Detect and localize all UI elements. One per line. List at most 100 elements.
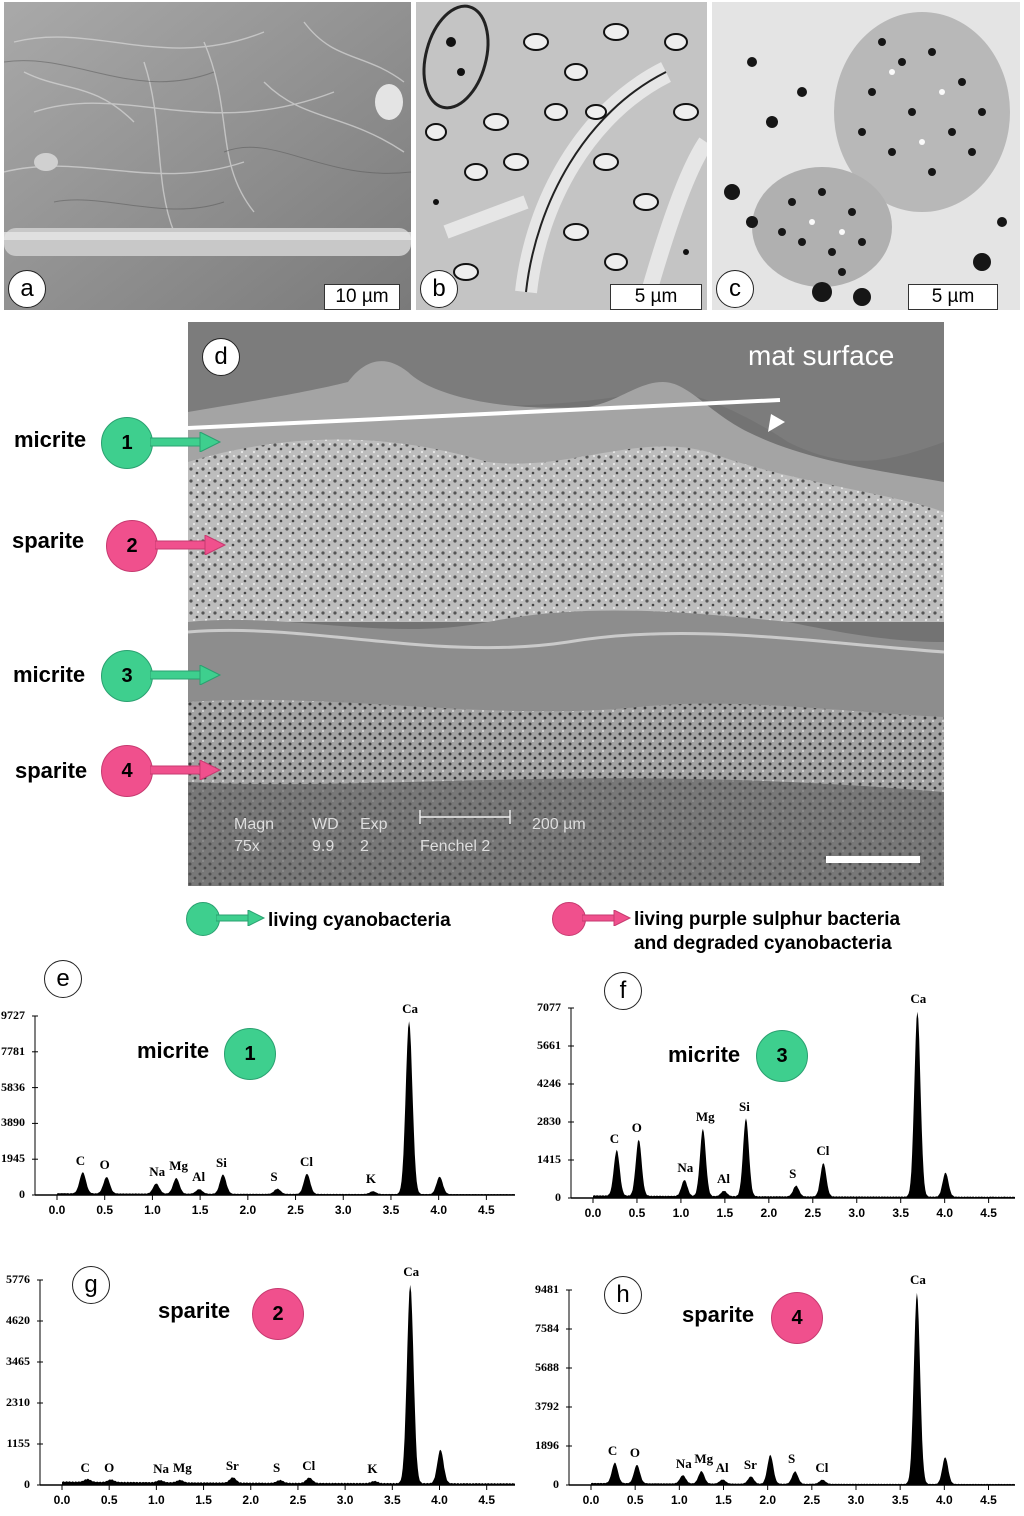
peak-label-c: C xyxy=(609,1130,620,1146)
tem-cell-texture xyxy=(416,2,707,310)
green-arrow-1 xyxy=(150,432,222,452)
x-tick-label: 2.5 xyxy=(287,1203,304,1217)
x-tick-label: 1.0 xyxy=(148,1493,165,1507)
x-tick-label: 2.0 xyxy=(242,1493,260,1507)
peak-label-o: O xyxy=(629,1445,641,1461)
sem-sample-name: Fenchel 2 xyxy=(420,838,491,855)
x-tick-label: 4.5 xyxy=(980,1493,997,1507)
scale-bar-label: 5 µm xyxy=(610,284,702,310)
panel-letter: b xyxy=(420,270,458,308)
y-tick-label: 5776 xyxy=(6,1272,30,1286)
peak-label-mg: Mg xyxy=(694,1451,714,1467)
layer-number-2: 2 xyxy=(106,520,158,572)
sem-cross-section xyxy=(188,322,944,886)
pink-arrow-4 xyxy=(150,760,222,780)
y-tick-label: 1945 xyxy=(1,1151,25,1166)
legend-green-label: living cyanobacteria xyxy=(268,910,451,931)
x-tick-label: 0.5 xyxy=(96,1203,114,1217)
panel-d-image: d mat surface Magn 75x WD 9.9 Exp 2 200 … xyxy=(188,322,944,886)
y-tick-label: 5661 xyxy=(537,1038,561,1052)
peak-label-k: K xyxy=(365,1171,376,1187)
x-tick-label: 0.0 xyxy=(53,1493,71,1507)
panel-letter: a xyxy=(8,270,46,308)
mat-surface-annotation: mat surface xyxy=(748,340,895,371)
green-arrow-3 xyxy=(150,665,222,685)
y-tick-label: 0 xyxy=(24,1477,30,1491)
peak-label-c: C xyxy=(607,1443,618,1459)
peak-label-al: Al xyxy=(192,1169,206,1185)
panel-letter-g: g xyxy=(72,1266,110,1304)
x-tick-label: 2.5 xyxy=(804,1206,822,1220)
peak-label-mg: Mg xyxy=(169,1158,189,1174)
panel-letter: c xyxy=(716,270,754,308)
scale-bar-label: 5 µm xyxy=(908,284,998,310)
x-tick-label: 4.5 xyxy=(478,1493,496,1507)
spectrum-label: sparite xyxy=(682,1302,755,1327)
x-tick-label: 1.5 xyxy=(191,1203,209,1217)
y-tick-label: 5688 xyxy=(535,1360,559,1374)
x-tick-label: 0.0 xyxy=(48,1203,66,1217)
sem-magn-label: Magn xyxy=(234,816,275,833)
layer-label-1: micrite xyxy=(14,427,87,452)
peak-label-s: S xyxy=(789,1165,797,1181)
x-tick-label: 1.0 xyxy=(670,1493,688,1507)
y-tick-label: 2310 xyxy=(6,1395,30,1409)
sem-fibrous-texture xyxy=(4,2,411,310)
peak-label-mg: Mg xyxy=(695,1109,715,1125)
pink-arrow-2 xyxy=(155,535,227,555)
y-tick-label: 3465 xyxy=(6,1354,30,1368)
y-tick-label: 2830 xyxy=(537,1114,561,1128)
panel-b-image: b 5 µm xyxy=(416,2,707,310)
y-tick-label: 3792 xyxy=(535,1399,559,1413)
peak-label-c: C xyxy=(80,1460,90,1476)
x-tick-label: 3.0 xyxy=(334,1203,352,1217)
y-tick-label: 0 xyxy=(19,1187,25,1201)
legend-green-arrow xyxy=(216,910,266,926)
x-tick-label: 3.5 xyxy=(892,1206,910,1220)
peak-label-mg: Mg xyxy=(172,1460,192,1476)
spectrum-layer-number: 3 xyxy=(756,1030,808,1082)
y-tick-label: 9727 xyxy=(1,1008,25,1022)
peak-label-si: Si xyxy=(216,1154,227,1170)
x-tick-label: 2.5 xyxy=(289,1493,307,1507)
legend-green-dot xyxy=(186,902,220,936)
x-tick-label: 0.0 xyxy=(582,1493,600,1507)
y-tick-label: 3890 xyxy=(1,1115,25,1130)
x-tick-label: 4.5 xyxy=(980,1206,997,1220)
sem-wd-label: WD xyxy=(312,816,339,833)
sem-wd-value: 9.9 xyxy=(312,838,335,855)
sem-exp-value: 2 xyxy=(360,838,369,855)
x-tick-label: 3.5 xyxy=(891,1493,909,1507)
x-tick-label: 2.0 xyxy=(239,1203,257,1217)
spectrum-layer-number: 1 xyxy=(224,1028,276,1080)
sem-exp-label: Exp xyxy=(360,816,388,833)
peak-label-ca: Ca xyxy=(910,991,927,1007)
peak-label-s: S xyxy=(788,1451,796,1467)
layer-number-1: 1 xyxy=(101,417,153,469)
y-tick-label: 4246 xyxy=(537,1076,561,1090)
y-tick-label: 1896 xyxy=(535,1438,559,1452)
x-tick-label: 2.0 xyxy=(759,1493,776,1507)
peak-label-cl: Cl xyxy=(816,1142,830,1158)
peak-label-o: O xyxy=(99,1157,110,1173)
peak-label-k: K xyxy=(367,1460,378,1476)
peak-label-o: O xyxy=(631,1120,642,1135)
spectrum-layer-number: 4 xyxy=(771,1292,823,1344)
peak-label-si: Si xyxy=(738,1098,750,1114)
y-tick-label: 4620 xyxy=(6,1313,30,1327)
peak-label-o: O xyxy=(104,1460,115,1476)
peak-label-c: C xyxy=(75,1152,86,1168)
spectrum-layer-number: 2 xyxy=(252,1288,304,1340)
spectrum-label: micrite xyxy=(668,1042,741,1067)
peak-label-s: S xyxy=(273,1460,281,1476)
spectrum-label: micrite xyxy=(137,1038,210,1063)
layer-label-3: micrite xyxy=(13,662,86,687)
panel-letter-e: e xyxy=(44,960,82,998)
sem-magn-value: 75x xyxy=(234,838,260,855)
x-tick-label: 2.0 xyxy=(760,1206,778,1220)
y-tick-label: 0 xyxy=(555,1190,561,1204)
peak-label-na: Na xyxy=(153,1460,170,1476)
peak-label-cl: Cl xyxy=(815,1459,829,1475)
